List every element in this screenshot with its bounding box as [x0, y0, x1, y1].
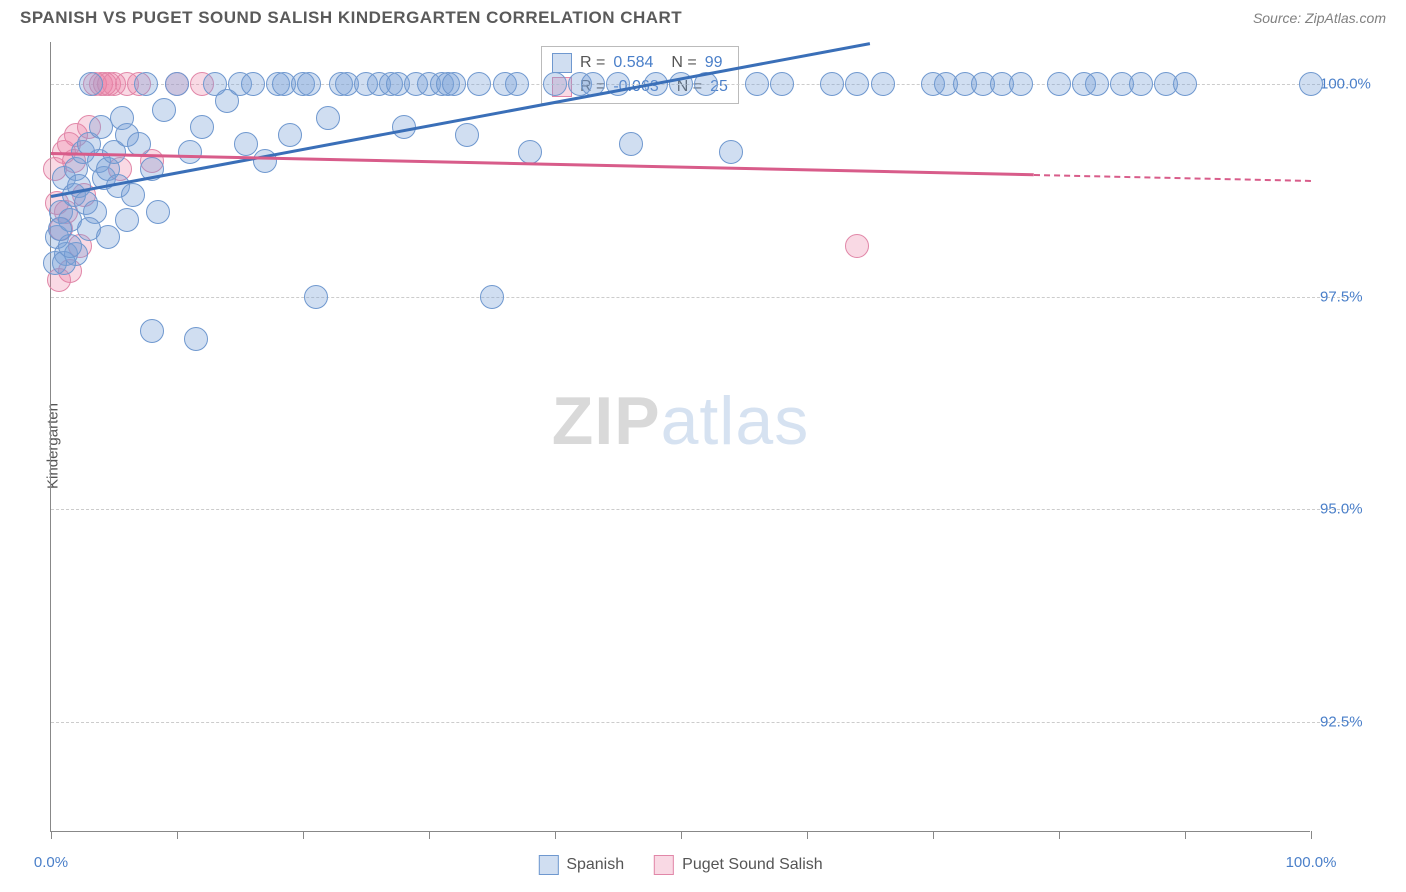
- spanish-point: [820, 72, 844, 96]
- gridline: [51, 297, 1350, 298]
- spanish-point: [297, 72, 321, 96]
- spanish-point: [127, 132, 151, 156]
- spanish-point: [1299, 72, 1323, 96]
- x-tick-mark: [429, 831, 430, 839]
- spanish-point: [871, 72, 895, 96]
- salish-regression-line: [51, 152, 1034, 176]
- spanish-point: [316, 106, 340, 130]
- watermark: ZIPatlas: [552, 382, 809, 460]
- x-tick-mark: [51, 831, 52, 839]
- x-tick-mark: [1185, 831, 1186, 839]
- spanish-point: [140, 319, 164, 343]
- salish-point: [845, 234, 869, 258]
- spanish-regression-line: [51, 42, 870, 197]
- x-tick-label: 100.0%: [1286, 854, 1337, 871]
- spanish-point: [518, 140, 542, 164]
- stats-legend-row-spanish: R = 0.584 N = 99: [552, 51, 728, 75]
- spanish-point: [79, 72, 103, 96]
- y-tick-label: 97.5%: [1320, 288, 1390, 305]
- spanish-point: [115, 208, 139, 232]
- spanish-point: [278, 123, 302, 147]
- x-tick-mark: [177, 831, 178, 839]
- x-tick-mark: [807, 831, 808, 839]
- spanish-point: [745, 72, 769, 96]
- spanish-point: [1047, 72, 1071, 96]
- spanish-point: [165, 72, 189, 96]
- spanish-point: [442, 72, 466, 96]
- x-tick-mark: [1311, 831, 1312, 839]
- spanish-point: [455, 123, 479, 147]
- spanish-point: [719, 140, 743, 164]
- spanish-legend-swatch-icon: [538, 855, 558, 875]
- spanish-point: [304, 285, 328, 309]
- spanish-point: [96, 225, 120, 249]
- salish-legend-swatch-icon: [654, 855, 674, 875]
- legend-label-spanish: Spanish: [566, 856, 624, 874]
- legend-label-salish: Puget Sound Salish: [682, 856, 823, 874]
- y-tick-label: 95.0%: [1320, 501, 1390, 518]
- spanish-point: [845, 72, 869, 96]
- spanish-point: [1009, 72, 1033, 96]
- spanish-point: [1129, 72, 1153, 96]
- spanish-point: [190, 115, 214, 139]
- spanish-point: [770, 72, 794, 96]
- spanish-point: [241, 72, 265, 96]
- chart-title: SPANISH VS PUGET SOUND SALISH KINDERGART…: [20, 8, 682, 28]
- x-tick-mark: [933, 831, 934, 839]
- x-tick-mark: [1059, 831, 1060, 839]
- x-tick-mark: [303, 831, 304, 839]
- spanish-point: [134, 72, 158, 96]
- spanish-point: [184, 327, 208, 351]
- salish-regression-line-extrapolated: [1034, 174, 1311, 182]
- x-tick-mark: [555, 831, 556, 839]
- series-legend: Spanish Puget Sound Salish: [538, 855, 822, 875]
- y-tick-label: 100.0%: [1320, 76, 1390, 93]
- spanish-swatch-icon: [552, 53, 572, 73]
- x-tick-label: 0.0%: [34, 854, 68, 871]
- x-tick-mark: [681, 831, 682, 839]
- spanish-point: [121, 183, 145, 207]
- spanish-point: [152, 98, 176, 122]
- y-tick-label: 92.5%: [1320, 713, 1390, 730]
- spanish-point: [146, 200, 170, 224]
- chart-plot-area: ZIPatlas R = 0.584 N = 99 R = -0.063 N =…: [50, 42, 1310, 832]
- gridline: [51, 722, 1350, 723]
- spanish-r-value: 0.584: [613, 54, 653, 72]
- legend-item-salish: Puget Sound Salish: [654, 855, 823, 875]
- spanish-point: [619, 132, 643, 156]
- spanish-point: [467, 72, 491, 96]
- spanish-point: [178, 140, 202, 164]
- spanish-point: [543, 72, 567, 96]
- legend-item-spanish: Spanish: [538, 855, 624, 875]
- source-attribution: Source: ZipAtlas.com: [1253, 10, 1386, 26]
- spanish-point: [48, 217, 72, 241]
- spanish-point: [1085, 72, 1109, 96]
- gridline: [51, 509, 1350, 510]
- spanish-point: [480, 285, 504, 309]
- spanish-point: [1173, 72, 1197, 96]
- spanish-point: [234, 132, 258, 156]
- spanish-point: [505, 72, 529, 96]
